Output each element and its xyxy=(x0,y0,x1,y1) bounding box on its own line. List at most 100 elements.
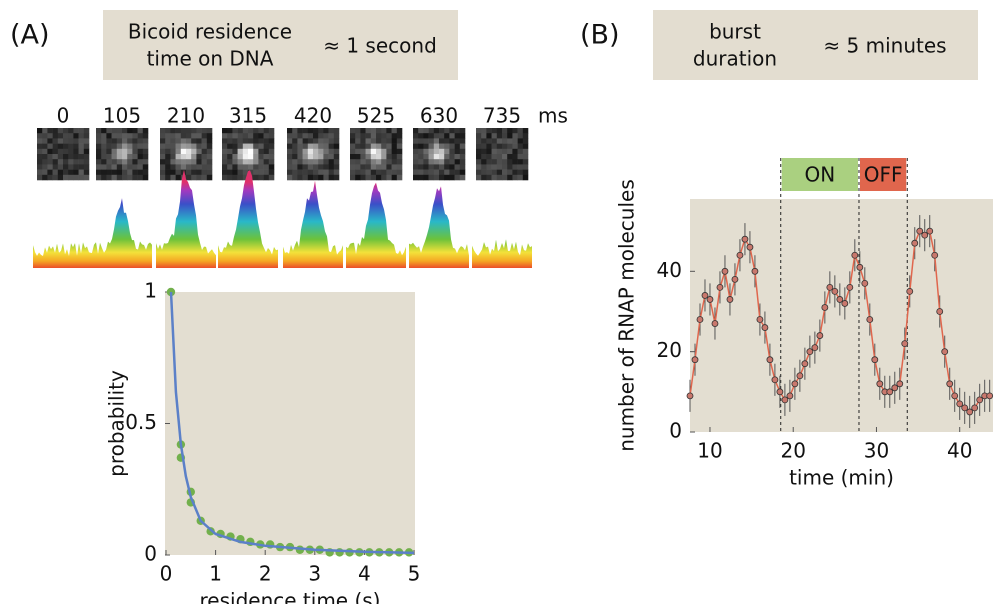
image-pixel xyxy=(507,159,513,165)
image-pixel xyxy=(318,143,324,150)
image-pixel xyxy=(522,128,529,134)
image-pixel xyxy=(42,133,48,139)
image-pixel xyxy=(428,148,435,155)
image-pixel xyxy=(232,148,238,155)
image-pixel xyxy=(370,174,377,181)
image-pixel xyxy=(101,174,107,181)
image-pixel xyxy=(52,154,59,160)
image-pixel xyxy=(96,148,102,155)
image-pixel xyxy=(491,159,498,165)
image-pixel xyxy=(376,174,382,181)
image-pixel xyxy=(96,169,102,176)
image-pixel xyxy=(418,164,424,170)
data-point xyxy=(891,384,899,392)
image-pixel xyxy=(175,159,182,165)
image-pixel xyxy=(248,148,254,155)
image-pixel xyxy=(444,169,450,176)
image-pixel xyxy=(175,143,182,150)
header-box xyxy=(103,10,458,80)
image-pixel xyxy=(165,148,171,155)
image-pixel xyxy=(237,128,244,134)
image-pixel xyxy=(486,164,492,170)
image-pixel xyxy=(502,164,508,170)
image-pixel xyxy=(242,128,249,134)
image-pixel xyxy=(186,128,192,134)
image-pixel xyxy=(439,133,445,139)
image-pixel xyxy=(459,138,466,144)
image-pixel xyxy=(517,128,524,134)
image-pixel xyxy=(175,138,182,144)
image-pixel xyxy=(491,133,498,139)
image-pixel xyxy=(454,169,461,176)
image-pixel xyxy=(292,143,298,150)
image-pixel xyxy=(160,174,166,181)
image-pixel xyxy=(418,154,424,160)
image-pixel xyxy=(106,133,112,139)
image-pixel xyxy=(165,128,171,134)
image-pixel xyxy=(302,174,309,181)
image-pixel xyxy=(191,133,197,139)
data-point xyxy=(746,243,754,251)
image-pixel xyxy=(355,154,361,160)
image-pixel xyxy=(42,148,48,155)
data-point xyxy=(956,400,964,408)
image-pixel xyxy=(101,159,107,165)
image-pixel xyxy=(116,148,123,155)
image-pixel xyxy=(350,138,356,144)
data-point xyxy=(941,348,949,356)
image-pixel xyxy=(96,154,102,160)
y-tick-label: 0 xyxy=(669,419,682,443)
image-pixel xyxy=(507,148,513,155)
image-pixel xyxy=(423,159,429,165)
image-pixel xyxy=(132,133,138,139)
image-pixel xyxy=(517,148,524,155)
image-pixel xyxy=(242,164,249,170)
image-pixel xyxy=(370,138,377,144)
image-pixel xyxy=(253,148,259,155)
data-point xyxy=(901,340,909,348)
image-pixel xyxy=(232,174,238,181)
image-pixel xyxy=(222,164,228,170)
image-pixel xyxy=(132,159,138,165)
image-pixel xyxy=(52,138,59,144)
image-pixel xyxy=(486,138,492,144)
image-pixel xyxy=(206,138,213,144)
image-pixel xyxy=(170,159,176,165)
image-pixel xyxy=(206,169,213,176)
image-pixel xyxy=(116,143,123,150)
image-pixel xyxy=(83,174,90,181)
image-pixel xyxy=(454,128,461,134)
image-pixel xyxy=(111,169,118,176)
intensity-surface xyxy=(33,242,93,268)
frame-unit: ms xyxy=(538,104,568,128)
data-point xyxy=(986,392,994,400)
data-point xyxy=(756,316,764,323)
data-point xyxy=(696,316,704,323)
image-pixel xyxy=(449,169,455,176)
image-pixel xyxy=(268,133,275,139)
image-pixel xyxy=(491,169,498,176)
image-pixel xyxy=(413,159,419,165)
image-pixel xyxy=(263,174,270,181)
image-pixel xyxy=(370,143,377,150)
image-pixel xyxy=(227,133,233,139)
image-pixel xyxy=(73,159,79,165)
image-pixel xyxy=(522,133,529,139)
image-pixel xyxy=(201,159,208,165)
panel-label: (A) xyxy=(10,20,50,51)
image-pixel xyxy=(160,154,166,160)
image-pixel xyxy=(491,174,498,181)
image-pixel xyxy=(78,169,85,176)
image-pixel xyxy=(292,128,298,134)
image-pixel xyxy=(96,128,102,134)
image-pixel xyxy=(323,164,329,170)
data-point xyxy=(741,235,749,243)
image-pixel xyxy=(522,143,529,150)
data-point xyxy=(771,376,779,384)
frame-time: 210 xyxy=(167,104,205,128)
image-pixel xyxy=(196,174,202,181)
image-pixel xyxy=(323,169,329,176)
image-pixel xyxy=(116,154,123,160)
image-pixel xyxy=(302,164,309,170)
image-pixel xyxy=(116,164,123,170)
